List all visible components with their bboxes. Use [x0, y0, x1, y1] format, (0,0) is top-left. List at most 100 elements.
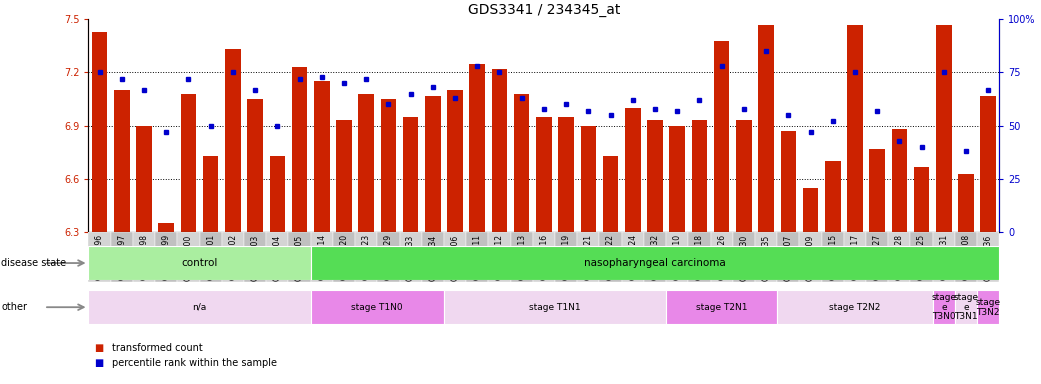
- Bar: [914, 167, 930, 232]
- Text: GSM312899: GSM312899: [161, 234, 171, 280]
- Bar: [581, 126, 596, 232]
- Text: GSM312900: GSM312900: [184, 234, 193, 281]
- Text: disease state: disease state: [1, 258, 67, 268]
- Bar: [469, 64, 485, 232]
- Bar: [310, 246, 999, 280]
- Bar: [314, 81, 330, 232]
- Bar: [88, 246, 310, 280]
- Bar: [866, 232, 888, 282]
- Text: GSM312897: GSM312897: [118, 234, 126, 280]
- Text: GSM312933: GSM312933: [406, 234, 415, 281]
- Text: GSM312902: GSM312902: [228, 234, 237, 280]
- Bar: [799, 232, 821, 282]
- Bar: [648, 121, 663, 232]
- Bar: [621, 232, 644, 282]
- Bar: [977, 290, 999, 324]
- Text: GSM312912: GSM312912: [494, 234, 504, 280]
- Text: GSM312918: GSM312918: [695, 234, 704, 280]
- Bar: [155, 232, 177, 282]
- Bar: [558, 117, 574, 232]
- Text: GSM312930: GSM312930: [739, 234, 748, 281]
- Bar: [333, 232, 355, 282]
- Bar: [781, 131, 796, 232]
- Bar: [377, 232, 400, 282]
- Bar: [133, 232, 155, 282]
- Bar: [821, 232, 844, 282]
- Bar: [136, 126, 152, 232]
- Text: stage T2N2: stage T2N2: [830, 303, 881, 312]
- Text: GSM312908: GSM312908: [962, 234, 970, 280]
- Bar: [222, 232, 244, 282]
- Text: GSM312910: GSM312910: [672, 234, 682, 280]
- Bar: [869, 149, 885, 232]
- Bar: [933, 232, 955, 282]
- Text: stage
e
T3N1: stage e T3N1: [954, 293, 979, 321]
- Text: GSM312906: GSM312906: [451, 234, 459, 281]
- Bar: [203, 156, 219, 232]
- Bar: [355, 232, 377, 282]
- Text: GSM312911: GSM312911: [473, 234, 482, 280]
- Text: GSM312923: GSM312923: [361, 234, 371, 280]
- Text: GSM312925: GSM312925: [917, 234, 926, 280]
- Text: stage T1N0: stage T1N0: [352, 303, 403, 312]
- Text: GSM312916: GSM312916: [539, 234, 549, 280]
- Bar: [733, 232, 755, 282]
- Bar: [448, 90, 463, 232]
- Text: GSM312932: GSM312932: [651, 234, 660, 280]
- Bar: [88, 232, 110, 282]
- Bar: [310, 290, 443, 324]
- Bar: [666, 232, 688, 282]
- Bar: [603, 156, 618, 232]
- Bar: [425, 96, 440, 232]
- Bar: [981, 96, 996, 232]
- Bar: [778, 232, 799, 282]
- Text: GSM312921: GSM312921: [584, 234, 593, 280]
- Bar: [824, 161, 840, 232]
- Bar: [466, 232, 488, 282]
- Text: GSM312909: GSM312909: [806, 234, 815, 281]
- Bar: [888, 232, 911, 282]
- Text: GSM312924: GSM312924: [629, 234, 637, 280]
- Bar: [92, 31, 107, 232]
- Text: GSM312926: GSM312926: [717, 234, 727, 280]
- Bar: [666, 290, 778, 324]
- Bar: [336, 121, 352, 232]
- Bar: [669, 126, 685, 232]
- Bar: [288, 232, 310, 282]
- Bar: [491, 69, 507, 232]
- Bar: [959, 174, 973, 232]
- Bar: [510, 232, 533, 282]
- Bar: [847, 25, 863, 232]
- Bar: [714, 40, 730, 232]
- Text: GSM312914: GSM312914: [318, 234, 326, 280]
- Text: n/a: n/a: [193, 303, 207, 312]
- Text: GSM312927: GSM312927: [872, 234, 882, 280]
- Text: GSM312917: GSM312917: [850, 234, 860, 280]
- Text: GSM312920: GSM312920: [339, 234, 349, 280]
- Text: GSM312907: GSM312907: [784, 234, 793, 281]
- Bar: [891, 129, 907, 232]
- Bar: [310, 232, 333, 282]
- Text: control: control: [181, 258, 218, 268]
- Bar: [758, 25, 773, 232]
- Bar: [514, 94, 530, 232]
- Text: ■: ■: [94, 358, 103, 368]
- Bar: [844, 232, 866, 282]
- Bar: [977, 232, 999, 282]
- Text: stage
T3N2: stage T3N2: [975, 298, 1000, 316]
- Text: other: other: [1, 302, 27, 312]
- Bar: [115, 90, 129, 232]
- Title: GDS3341 / 234345_at: GDS3341 / 234345_at: [467, 3, 620, 17]
- Bar: [400, 232, 422, 282]
- Text: GSM312934: GSM312934: [428, 234, 437, 281]
- Bar: [244, 232, 266, 282]
- Text: stage
e
T3N0: stage e T3N0: [932, 293, 957, 321]
- Bar: [955, 232, 977, 282]
- Bar: [358, 94, 374, 232]
- Text: GSM312935: GSM312935: [762, 234, 770, 281]
- Text: GSM312896: GSM312896: [95, 234, 104, 280]
- Bar: [711, 232, 733, 282]
- Bar: [600, 232, 621, 282]
- Bar: [88, 290, 310, 324]
- Text: GSM312913: GSM312913: [517, 234, 526, 280]
